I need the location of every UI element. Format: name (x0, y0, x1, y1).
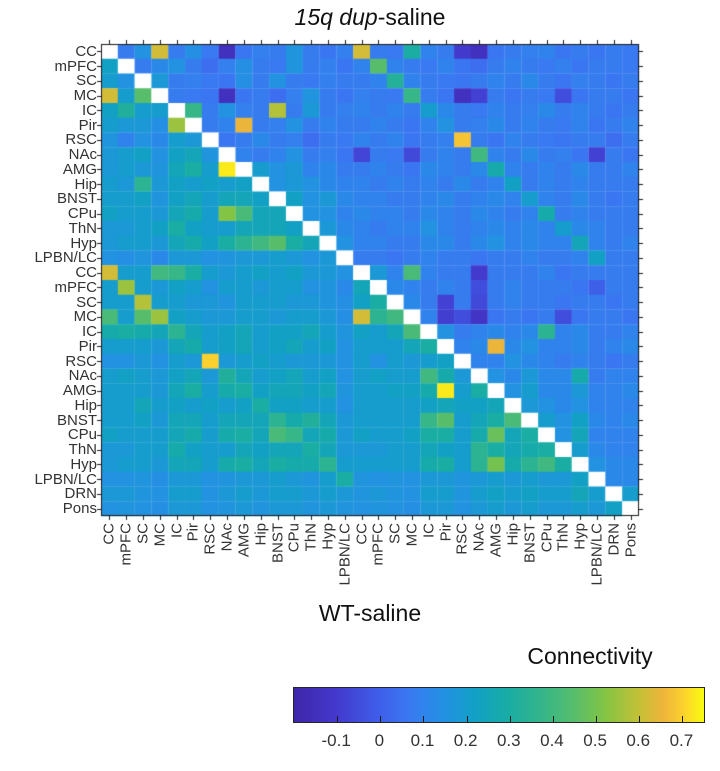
colorbar-tick (682, 716, 684, 722)
colorbar-tick (380, 716, 382, 722)
x-axis-label: Pir (437, 523, 455, 542)
y-axis-label: NAc (68, 367, 97, 385)
y-axis-label: IC (82, 323, 97, 341)
x-axis-label: CC (353, 523, 371, 545)
y-axis-label: RSC (65, 352, 97, 370)
y-axis-label: MC (73, 87, 97, 105)
x-axis-label: CPu (285, 523, 303, 553)
y-axis-label: RSC (65, 131, 97, 149)
colorbar-tick (423, 716, 425, 722)
y-axis-label: CC (75, 42, 97, 60)
colorbar-title: Connectivity (527, 643, 653, 669)
x-axis-label: mPFC (117, 523, 135, 566)
colorbar-tick-label: 0.7 (669, 731, 694, 750)
x-axis-label: AMG (487, 523, 505, 558)
colorbar-tick-label: 0.3 (496, 731, 521, 750)
colorbar-tick (639, 716, 641, 722)
x-axis-label: SC (386, 523, 404, 544)
x-axis-label: LPBN/LC (588, 523, 606, 586)
colorbar-tick-label: 0.2 (453, 731, 478, 750)
x-axis-label: CPu (538, 523, 556, 553)
y-axis-label: MC (73, 308, 97, 326)
x-axis-label: Pons (622, 523, 640, 558)
y-axis-label: DRN (64, 485, 98, 503)
chart-title-suffix: -saline (377, 4, 446, 30)
y-axis-label: Pir (78, 116, 97, 134)
x-axis-label: IC (420, 523, 438, 538)
x-axis-label: BNST (521, 523, 539, 564)
x-axis-label: BNST (269, 523, 287, 564)
y-axis-label: BNST (56, 190, 97, 208)
x-axis-label: RSC (201, 523, 219, 555)
y-axis-label: LPBN/LC (34, 470, 97, 488)
y-axis-label: NAc (68, 146, 97, 164)
colorbar-tick (552, 716, 554, 722)
y-axis-label: ThN (68, 441, 97, 459)
x-axis-label: Hip (504, 523, 522, 546)
colorbar-tick (466, 716, 468, 722)
y-axis-label: Hyp (70, 234, 97, 252)
y-axis-label: Hip (74, 396, 97, 414)
colorbar-tick (509, 716, 511, 722)
x-axis-label: mPFC (369, 523, 387, 566)
x-axis-label: LPBN/LC (336, 523, 354, 586)
y-axis-label: CC (75, 264, 97, 282)
x-axis-label: NAc (470, 523, 488, 552)
x-axis-label: CC (100, 523, 118, 545)
y-axis-label: SC (76, 72, 97, 90)
colorbar-tick-label: 0.6 (626, 731, 651, 750)
colorbar-tick (596, 716, 598, 722)
y-axis-label: CPu (67, 205, 97, 223)
y-axis-label: Hyp (70, 455, 97, 473)
colorbar-gradient (293, 687, 705, 723)
x-axis-label: SC (134, 523, 152, 544)
x-axis-label: AMG (235, 523, 253, 558)
chart-title: 15q dup-saline (101, 4, 639, 31)
y-axis-label: mPFC (54, 278, 98, 296)
x-axis-label: ThN (554, 523, 572, 552)
y-axis-label: mPFC (54, 57, 98, 75)
colorbar-tick (337, 716, 339, 722)
colorbar-tick-label: 0 (374, 731, 385, 750)
x-axis-label: MC (151, 523, 169, 547)
x-axis-label: ThN (302, 523, 320, 552)
y-axis-label: Pir (78, 337, 97, 355)
x-axis-label: RSC (453, 523, 471, 555)
colorbar-tick-label: -0.1 (321, 731, 351, 750)
x-axis-label: MC (403, 523, 421, 547)
y-axis-label: ThN (68, 219, 97, 237)
y-axis-label: Hip (74, 175, 97, 193)
x-axis-label: Hyp (319, 523, 337, 550)
heatmap-canvas (93, 36, 653, 528)
x-axis-label: IC (168, 523, 186, 538)
x-axis-label: Hyp (571, 523, 589, 550)
y-axis-label: LPBN/LC (34, 249, 97, 267)
colorbar-tick-label: 0.4 (540, 731, 564, 750)
colorbar-tick-label: 0.1 (410, 731, 435, 750)
colorbar-tick-label: 0.5 (583, 731, 607, 750)
x-axis-label: Pir (184, 523, 202, 542)
x-axis-title: WT-saline (318, 600, 422, 626)
y-axis-label: CPu (67, 426, 97, 444)
y-axis-label: AMG (62, 160, 97, 178)
x-axis-label: Hip (252, 523, 270, 546)
y-axis-label: AMG (62, 382, 97, 400)
y-axis-label: BNST (56, 411, 97, 429)
y-axis-label: SC (76, 293, 97, 311)
x-axis-label: NAc (218, 523, 236, 552)
y-axis-label: Pons (62, 500, 97, 518)
x-axis-label: DRN (605, 523, 623, 556)
chart-title-genotype: 15q dup (294, 4, 378, 30)
y-axis-label: IC (82, 101, 97, 119)
